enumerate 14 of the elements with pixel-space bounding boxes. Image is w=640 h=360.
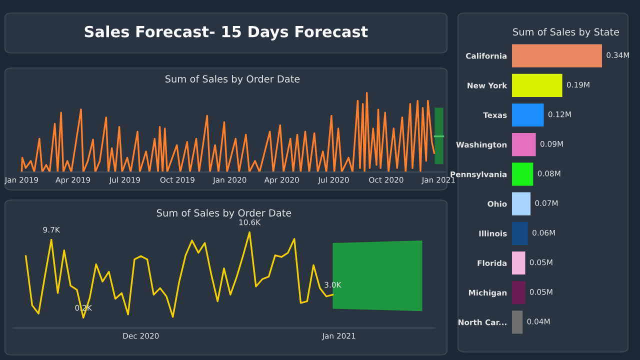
bar: [512, 162, 534, 186]
bar: [512, 103, 544, 127]
text: Sales Forecast- 15 Days Forecast: [84, 26, 368, 40]
bar: [512, 44, 602, 68]
bar: [512, 281, 526, 304]
bar: [512, 251, 526, 275]
bar: [512, 133, 536, 156]
bar: [512, 222, 528, 245]
bar: [512, 192, 531, 216]
bar: [512, 310, 523, 334]
chart-title: Sum of Sales by State: [513, 28, 620, 38]
bar: [512, 74, 562, 97]
chart-title: Sum of Sales by Order Date: [156, 209, 292, 218]
chart-title: Sum of Sales by Order Date: [165, 75, 300, 84]
